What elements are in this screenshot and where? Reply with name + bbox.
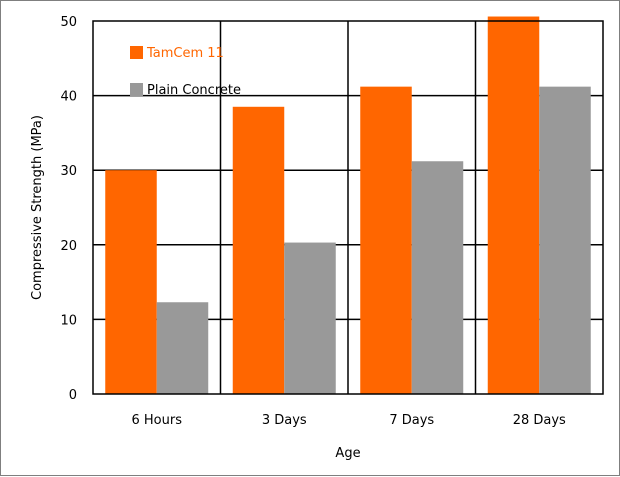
legend-swatch-tamcem [130, 46, 143, 59]
legend: TamCem 11 Plain Concrete [130, 46, 241, 98]
y-tick-label: 40 [60, 90, 77, 105]
legend-label-tamcem: TamCem 11 [146, 46, 224, 61]
bar-tamcem-0 [105, 170, 157, 394]
bar-plain-2 [411, 161, 464, 394]
x-tick-labels: 6 Hours 3 Days 7 Days 28 Days [132, 413, 567, 428]
y-axis-label: Compressive Strength (MPa) [30, 115, 45, 300]
y-tick-label: 10 [60, 313, 77, 328]
x-axis-label: Age [335, 446, 360, 461]
bar-tamcem-1 [232, 106, 285, 394]
y-tick-label: 0 [69, 388, 77, 403]
bar-plain-0 [156, 302, 209, 394]
y-tick-label: 20 [60, 239, 77, 254]
bar-tamcem-3 [487, 16, 540, 395]
legend-label-plain: Plain Concrete [147, 83, 241, 98]
x-tick-label: 28 Days [513, 413, 566, 428]
plot-border [92, 20, 604, 395]
y-tick-labels: 0 10 20 30 40 50 [60, 15, 77, 403]
x-tick-label: 6 Hours [132, 413, 183, 428]
y-tick-label: 50 [60, 15, 77, 30]
bar-plain-1 [284, 242, 336, 394]
legend-swatch-plain [130, 83, 143, 96]
bar-plain-3 [539, 86, 591, 394]
y-tick-label: 30 [60, 164, 77, 179]
x-tick-label: 7 Days [389, 413, 434, 428]
bar-tamcem-2 [360, 86, 412, 394]
bar-layer [105, 16, 591, 395]
x-tick-label: 3 Days [262, 413, 307, 428]
